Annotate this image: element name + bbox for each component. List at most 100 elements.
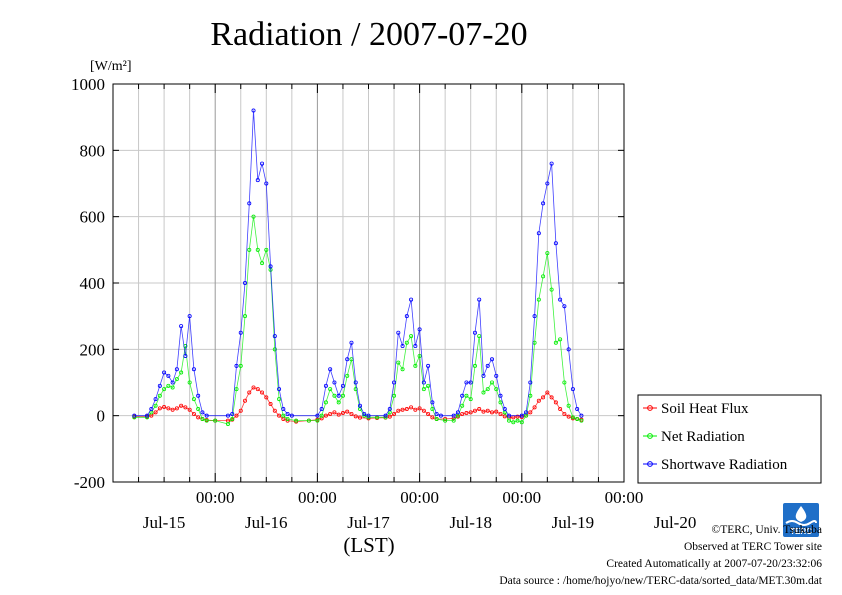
- data-point: [196, 393, 201, 398]
- data-point: [349, 340, 354, 345]
- data-point: [153, 410, 158, 415]
- data-point: [396, 330, 401, 335]
- data-point: [319, 407, 324, 412]
- data-point: [472, 363, 477, 368]
- data-point: [396, 408, 401, 413]
- data-point: [281, 407, 286, 412]
- data-point: [421, 408, 426, 413]
- data-point: [570, 387, 575, 392]
- data-point: [328, 412, 333, 417]
- data-point: [545, 251, 550, 256]
- data-point: [251, 214, 256, 219]
- data-point: [272, 347, 277, 352]
- x-day-label: Jul-19: [552, 513, 595, 532]
- data-point: [281, 413, 286, 418]
- data-point: [272, 334, 277, 339]
- data-point: [451, 418, 456, 423]
- data-point: [481, 390, 486, 395]
- data-point: [170, 385, 175, 390]
- data-point: [443, 418, 448, 423]
- data-point: [264, 181, 269, 186]
- data-point: [553, 400, 558, 405]
- data-point: [541, 274, 546, 279]
- data-point: [498, 400, 503, 405]
- data-point: [502, 407, 507, 412]
- data-point: [264, 247, 269, 252]
- data-point: [566, 414, 571, 419]
- data-point: [183, 405, 188, 410]
- data-point: [285, 416, 290, 421]
- data-point: [536, 231, 541, 236]
- data-point: [145, 413, 150, 418]
- data-point: [392, 380, 397, 385]
- data-point: [166, 406, 171, 411]
- data-point: [157, 383, 162, 388]
- data-point: [345, 409, 350, 414]
- data-point: [477, 297, 482, 302]
- data-point: [532, 405, 537, 410]
- data-point: [170, 380, 175, 385]
- data-point: [251, 385, 256, 390]
- data-point: [277, 387, 282, 392]
- data-point: [519, 413, 524, 418]
- data-point: [507, 413, 512, 418]
- data-point: [191, 397, 196, 402]
- data-point: [277, 397, 282, 402]
- data-point: [162, 387, 167, 392]
- data-point: [332, 410, 337, 415]
- data-point: [507, 418, 512, 423]
- data-point: [362, 412, 367, 417]
- data-point: [323, 383, 328, 388]
- data-point: [481, 373, 486, 378]
- data-point: [157, 393, 162, 398]
- legend-marker: [647, 433, 653, 439]
- terc-logo: TERC: [783, 503, 819, 537]
- data-point: [489, 380, 494, 385]
- legend-box: [637, 394, 822, 484]
- data-point: [409, 405, 414, 410]
- data-point: [430, 415, 435, 420]
- data-point: [157, 406, 162, 411]
- data-point: [170, 407, 175, 412]
- y-tick-label: 200: [80, 340, 106, 359]
- data-point: [417, 327, 422, 332]
- data-point: [553, 241, 558, 246]
- data-point: [225, 421, 230, 426]
- data-point: [400, 367, 405, 372]
- data-point: [498, 412, 503, 417]
- data-point: [421, 387, 426, 392]
- data-point: [460, 393, 465, 398]
- data-point: [430, 407, 435, 412]
- data-point: [255, 247, 260, 252]
- data-point: [353, 380, 358, 385]
- data-point: [575, 407, 580, 412]
- y-tick-label: 0: [97, 407, 106, 426]
- data-point: [549, 395, 554, 400]
- data-point: [247, 201, 252, 206]
- data-point: [230, 416, 235, 421]
- data-point: [566, 347, 571, 352]
- grid-lines: [113, 84, 624, 482]
- footer-site: Observed at TERC Tower site: [684, 541, 822, 553]
- data-point: [417, 406, 422, 411]
- data-point: [472, 408, 477, 413]
- data-point: [255, 178, 260, 183]
- data-point: [260, 390, 265, 395]
- data-point: [494, 387, 499, 392]
- data-point: [404, 314, 409, 319]
- data-point: [174, 367, 179, 372]
- data-point: [268, 402, 273, 407]
- data-point: [515, 414, 520, 419]
- x-axis-label: (LST): [343, 533, 394, 557]
- data-point: [179, 324, 184, 329]
- data-point: [357, 403, 362, 408]
- data-point: [541, 201, 546, 206]
- data-point: [426, 383, 431, 388]
- data-point: [477, 334, 482, 339]
- data-point: [413, 344, 418, 349]
- data-point: [562, 304, 567, 309]
- data-point: [528, 380, 533, 385]
- data-point: [549, 161, 554, 166]
- data-point: [234, 387, 239, 392]
